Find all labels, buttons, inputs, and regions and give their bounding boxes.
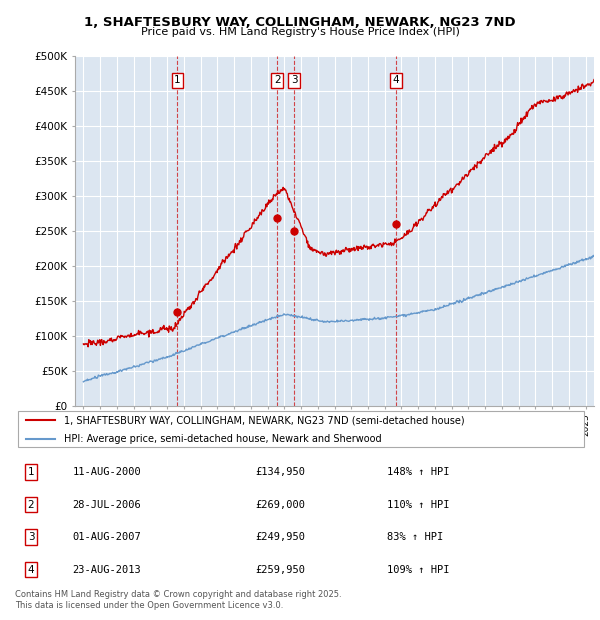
Text: 1, SHAFTESBURY WAY, COLLINGHAM, NEWARK, NG23 7ND: 1, SHAFTESBURY WAY, COLLINGHAM, NEWARK, … (84, 16, 516, 29)
Text: 1, SHAFTESBURY WAY, COLLINGHAM, NEWARK, NG23 7ND (semi-detached house): 1, SHAFTESBURY WAY, COLLINGHAM, NEWARK, … (64, 415, 464, 425)
Text: £259,950: £259,950 (256, 565, 305, 575)
Text: 4: 4 (392, 75, 399, 86)
Text: 2: 2 (28, 500, 34, 510)
FancyBboxPatch shape (18, 411, 584, 448)
Text: £269,000: £269,000 (256, 500, 305, 510)
Text: 83% ↑ HPI: 83% ↑ HPI (388, 532, 444, 542)
Text: 2: 2 (274, 75, 281, 86)
Text: 109% ↑ HPI: 109% ↑ HPI (388, 565, 450, 575)
Text: This data is licensed under the Open Government Licence v3.0.: This data is licensed under the Open Gov… (15, 601, 283, 611)
Text: Contains HM Land Registry data © Crown copyright and database right 2025.: Contains HM Land Registry data © Crown c… (15, 590, 341, 600)
Text: 11-AUG-2000: 11-AUG-2000 (73, 467, 141, 477)
Text: 28-JUL-2006: 28-JUL-2006 (73, 500, 141, 510)
Text: 1: 1 (28, 467, 34, 477)
Text: 23-AUG-2013: 23-AUG-2013 (73, 565, 141, 575)
Text: 01-AUG-2007: 01-AUG-2007 (73, 532, 141, 542)
Text: 4: 4 (28, 565, 34, 575)
Text: 148% ↑ HPI: 148% ↑ HPI (388, 467, 450, 477)
Text: HPI: Average price, semi-detached house, Newark and Sherwood: HPI: Average price, semi-detached house,… (64, 433, 382, 444)
Text: 3: 3 (28, 532, 34, 542)
Text: 1: 1 (174, 75, 181, 86)
Text: 3: 3 (290, 75, 297, 86)
Text: £249,950: £249,950 (256, 532, 305, 542)
Text: 110% ↑ HPI: 110% ↑ HPI (388, 500, 450, 510)
Text: Price paid vs. HM Land Registry's House Price Index (HPI): Price paid vs. HM Land Registry's House … (140, 27, 460, 37)
Text: £134,950: £134,950 (256, 467, 305, 477)
